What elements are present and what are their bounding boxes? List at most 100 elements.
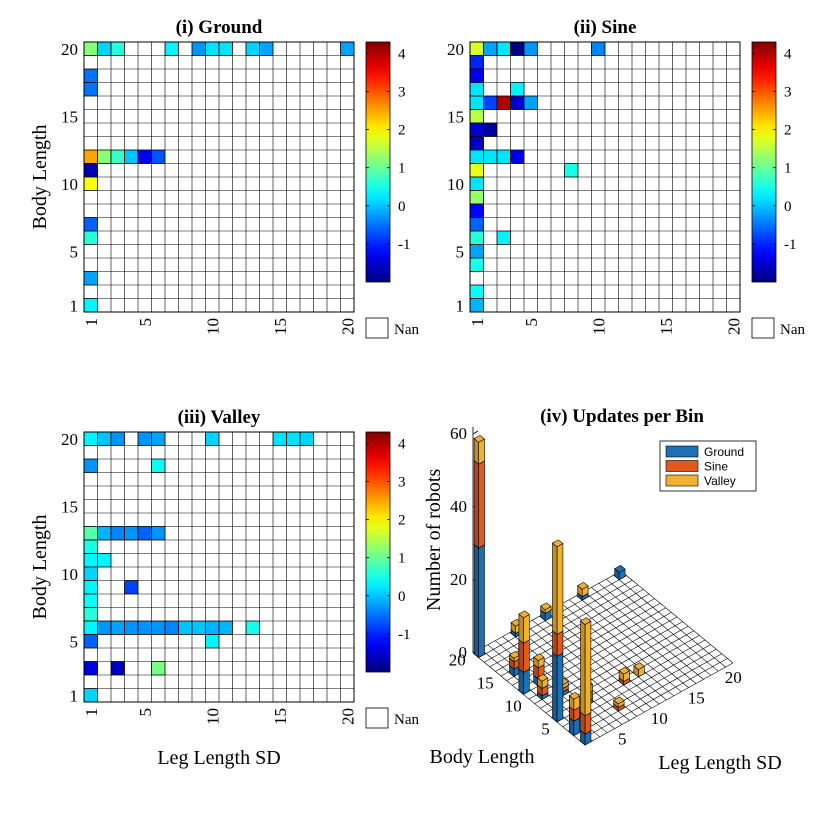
colorbar-tick-label: 0 [784,199,792,215]
bar-segment [633,662,645,670]
heat-cell [83,553,98,568]
heat-cell [205,620,220,635]
y-tick-label: 15 [447,107,464,126]
heat-cell [124,526,139,541]
heat-cell [97,149,112,164]
legend-label: Valley [704,474,736,488]
chart-title: (iv) Updates per Bin [540,406,704,427]
heat-cell [591,41,606,56]
heat-cell [97,526,112,541]
colorbar-tick-label: 4 [398,46,406,62]
x-tick-label: 10 [651,709,668,728]
nan-label: Nan [394,322,419,338]
colorbar-tick-label: -1 [784,237,797,253]
heat-cell [205,41,220,56]
bar-segment [518,610,530,619]
bar-segment [568,691,581,700]
heat-cell [272,431,287,446]
heat-cell [299,431,314,446]
colorbar [365,431,391,673]
legend-swatch [665,460,699,472]
heat-cell [469,257,484,272]
heat-cell [164,41,179,56]
heat-cell [110,41,125,56]
bar-segment [614,565,626,573]
y-axis-label: Body Length [430,746,535,768]
heat-cell [110,526,125,541]
heat-cell [83,271,98,286]
plot-border [83,41,355,313]
y-tick-label: 20 [447,40,464,59]
heat-cell [510,41,525,56]
heat-cell [83,634,98,649]
x-tick-label: 10 [203,318,222,335]
heat-cell [510,149,525,164]
bar-segment [523,639,530,674]
bar-segment [478,460,485,549]
heat-cell [83,163,98,178]
heat-cell [259,41,274,56]
x-tick-label: 20 [338,708,357,725]
heat-cell [137,526,152,541]
heat-cell [110,149,125,164]
bar-segment [473,437,479,465]
bar-segment [584,620,592,717]
heat-cell [83,298,98,313]
nan-swatch [365,317,389,339]
colorbar-tick-label: 1 [398,161,406,177]
heat-cell [83,539,98,554]
heat-cell [97,553,112,568]
plot-border [83,431,355,703]
heat-cell [469,217,484,232]
heat-cell [83,176,98,191]
nan-swatch [365,707,389,729]
y-axis-label: Body Length [29,515,51,620]
y-tick-label: 1 [70,296,79,315]
grid-lines [83,431,355,703]
heat-cell [523,41,538,56]
heat-cell [151,149,166,164]
heat-cell [469,136,484,151]
bar-segment [552,630,558,657]
x-tick-label: 20 [725,668,742,687]
nan-label: Nan [394,712,419,728]
heat-cell [83,607,98,622]
x-tick-label: 1 [82,318,101,327]
y-tick-label: 10 [447,175,464,194]
y-tick-label: 20 [61,430,78,449]
heat-cell [137,620,152,635]
y-tick-label: 15 [477,673,494,692]
heat-cell [83,566,98,581]
bar-segment [478,544,485,659]
colorbar-tick-label: 2 [784,123,792,139]
heat-cell [110,620,125,635]
bar-segment [618,666,631,675]
bar-segment [552,651,558,723]
heat-cell [83,620,98,635]
heat-cell [178,620,193,635]
colorbar-tick-label: 3 [784,85,792,101]
x-tick-label: 15 [657,318,676,335]
heat-cell [245,620,260,635]
z-tick-label: 60 [450,424,467,443]
heat-cell [469,95,484,110]
heat-cell [496,149,511,164]
nan-swatch [751,317,775,339]
legend-swatch [665,445,699,458]
colorbar-tick-label: 0 [398,589,406,605]
bar-segment [540,602,552,611]
bar-segment [556,652,564,723]
bar-segment [523,613,530,644]
colorbar-tick-label: 1 [784,161,792,177]
heat-cell [97,431,112,446]
heat-cell [469,190,484,205]
y-tick-label: 10 [61,175,78,194]
x-tick-label: 1 [82,708,101,717]
heat-cell [124,580,139,595]
heat-cell [137,431,152,446]
heat-cell [97,620,112,635]
heat-cell [83,526,98,541]
heat-cell [469,298,484,313]
y-tick-label: 5 [541,719,550,738]
